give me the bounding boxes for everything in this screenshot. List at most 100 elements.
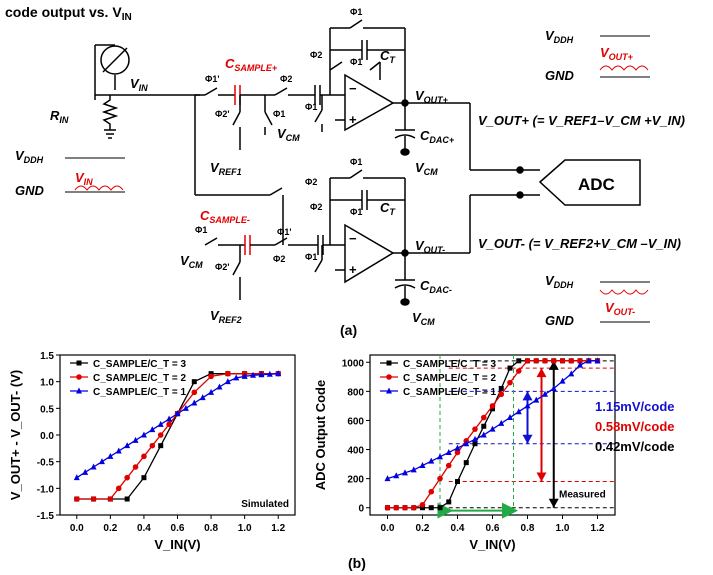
arrow-head — [522, 391, 533, 401]
data-point — [463, 460, 469, 466]
x-tick-label: 1.0 — [556, 523, 570, 534]
x-axis-label: V_IN(V) — [469, 537, 515, 552]
data-point — [498, 385, 504, 391]
rin-label: RIN — [50, 108, 69, 125]
y-tick-label: 600 — [347, 416, 364, 427]
voutp-label: VOUT+ — [415, 88, 449, 105]
data-point — [393, 472, 400, 479]
vref1-label: VREF1 — [210, 160, 242, 177]
data-point — [481, 423, 487, 429]
data-point — [132, 436, 139, 443]
data-point — [73, 496, 80, 502]
data-point — [107, 496, 114, 502]
data-point — [410, 504, 417, 511]
data-point — [132, 464, 139, 470]
svg-text:+: + — [349, 262, 357, 277]
arrow-head — [548, 498, 559, 508]
variable-arrow — [102, 47, 128, 73]
svg-text:−: − — [349, 231, 357, 246]
resolution-label: 1.15mV/code — [595, 399, 675, 414]
data-point — [437, 475, 443, 482]
data-point — [158, 443, 164, 449]
legend-marker — [386, 360, 392, 366]
data-point — [550, 384, 557, 391]
data-point — [191, 389, 198, 396]
data-point — [472, 426, 478, 432]
y-tick-label: 800 — [347, 387, 364, 398]
arrow-head — [536, 472, 547, 482]
data-point — [568, 358, 575, 364]
data-point — [393, 504, 400, 511]
chart-measured: 0.0 0.2 0.4 0.6 0.8 1.0 1.2 1000 800 600 400 200 0 V_… — [313, 354, 675, 552]
vcm-label-2: VCM — [415, 160, 438, 177]
data-point — [515, 368, 522, 374]
vcm-label-1: VCM — [277, 126, 300, 143]
x-tick-label: 0.4 — [137, 523, 151, 534]
y-tick-label: 1.5 — [40, 351, 54, 362]
legend-marker — [76, 374, 82, 380]
data-point — [524, 358, 531, 364]
data-point — [437, 505, 443, 511]
data-point — [420, 505, 425, 511]
data-point — [107, 452, 114, 459]
data-point — [410, 466, 417, 473]
svg-text:Φ1: Φ1 — [305, 252, 317, 262]
data-point — [585, 357, 592, 364]
y-tick-label: 200 — [347, 475, 364, 486]
y-tick-label: 1000 — [342, 358, 365, 369]
data-point — [454, 449, 461, 456]
svg-text:+: + — [349, 112, 357, 127]
circuit-labels: RIN VIN Φ1' CSAMPLE+ Φ2 Φ2' Φ1 Φ1 Φ2 Φ1 … — [15, 7, 685, 338]
legend-marker — [386, 374, 392, 380]
resolution-label: 0.58mV/code — [595, 419, 675, 434]
data-point — [445, 448, 452, 455]
data-point — [250, 371, 257, 378]
data-point — [437, 453, 443, 460]
data-point — [157, 432, 164, 438]
y-tick-label: -1.5 — [37, 511, 55, 522]
legend-label: C_SAMPLE/C_T = 3 — [93, 359, 187, 370]
data-point — [224, 378, 231, 385]
data-point — [199, 394, 206, 401]
data-point — [402, 469, 408, 476]
data-point — [577, 361, 583, 368]
x-tick-label: 0.8 — [521, 523, 535, 534]
data-point — [141, 475, 147, 481]
x-tick-label: 1.2 — [271, 523, 285, 534]
ct-label-bottom: CT — [380, 200, 396, 217]
legend-marker — [76, 360, 82, 366]
vcm-label-4: VCM — [412, 310, 435, 327]
data-point — [90, 496, 97, 502]
x-tick-label: 0.0 — [381, 523, 395, 534]
svg-text:Φ2: Φ2 — [310, 50, 322, 60]
x-tick-label: 0.2 — [103, 523, 117, 534]
data-point — [124, 474, 130, 481]
svg-text:Φ1: Φ1 — [350, 57, 362, 67]
data-point — [507, 414, 513, 421]
data-point — [191, 379, 197, 385]
svg-text:Φ1: Φ1 — [273, 109, 285, 119]
cdacp-label: CDAC+ — [420, 128, 455, 145]
data-point — [480, 431, 487, 438]
data-point — [166, 415, 173, 422]
vref2-label: VREF2 — [210, 308, 242, 325]
svg-text:Φ2: Φ2 — [273, 254, 285, 264]
svg-text:Φ1: Φ1 — [350, 207, 362, 217]
svg-text:Φ1: Φ1 — [350, 7, 362, 17]
data-point — [166, 421, 172, 428]
legend-label: C_SAMPLE/C_T = 3 — [403, 359, 497, 370]
data-point — [419, 462, 426, 469]
x-tick-label: 0.6 — [171, 523, 185, 534]
data-point — [384, 504, 391, 511]
csample-n-label: CSAMPLE- — [200, 208, 250, 225]
gnd-label-3: GND — [545, 313, 575, 328]
waveform-rails — [65, 35, 650, 323]
adc-block — [538, 159, 641, 206]
chart-simulated: 0.0 0.2 0.4 0.6 0.8 1.0 1.2 1.5 1.0 0.5 0.0 -0.5 -1.… — [8, 351, 296, 552]
legend-marker — [386, 387, 392, 394]
data-point — [472, 435, 478, 442]
data-point — [594, 357, 601, 364]
data-point — [445, 462, 452, 469]
data-point — [124, 442, 131, 449]
